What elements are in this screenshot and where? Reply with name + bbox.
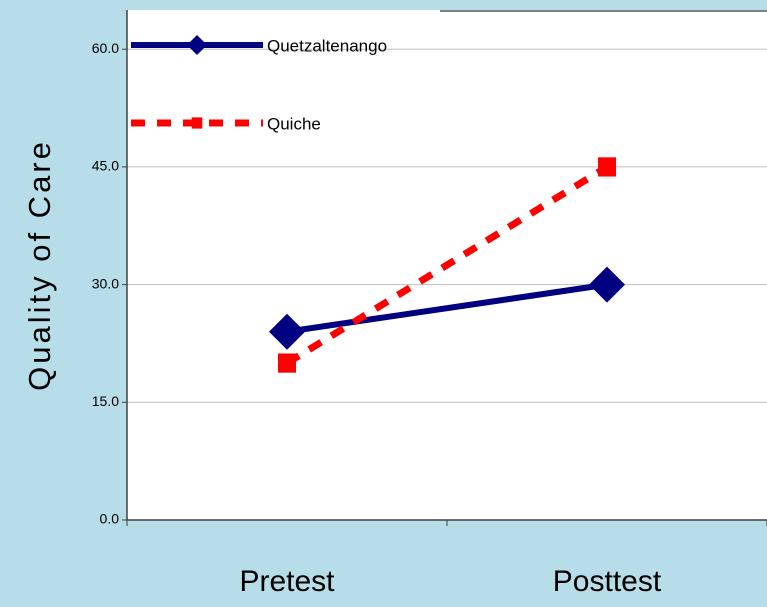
legend-label: Quetzaltenango (267, 36, 387, 55)
y-tick-label: 45.0 (92, 158, 119, 174)
y-tick-label: 0.0 (100, 511, 120, 527)
y-axis-title: Quality of Care (22, 139, 57, 391)
x-tick-label: Pretest (239, 565, 335, 598)
data-point (278, 353, 296, 373)
legend-label: Quiche (267, 114, 321, 133)
legend-marker (191, 117, 203, 129)
y-tick-label: 15.0 (92, 393, 119, 409)
data-point (269, 313, 305, 350)
data-point (598, 157, 616, 177)
series-line (285, 163, 609, 367)
y-tick-label: 60.0 (92, 40, 119, 56)
y-tick-label: 30.0 (92, 275, 119, 291)
data-point (589, 266, 625, 303)
series-line (286, 281, 608, 335)
x-tick-label: Posttest (553, 565, 662, 598)
legend-marker (187, 35, 207, 55)
